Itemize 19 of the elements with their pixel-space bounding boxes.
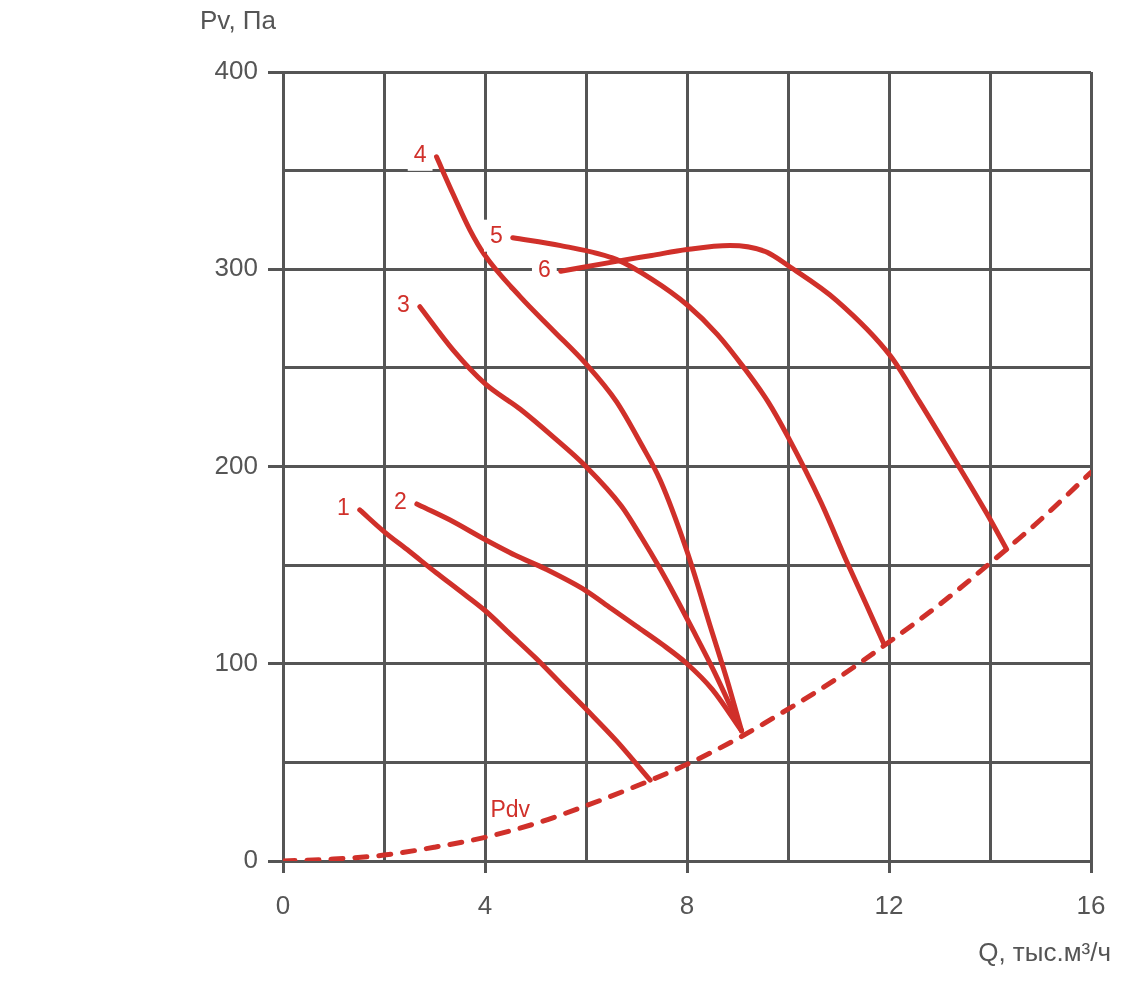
x-tick-label: 4 [477,889,493,920]
x-tick-label: 12 [874,889,904,920]
series-label: 5 [489,222,503,249]
x-axis-title: Q, тыс.м³/ч [978,937,1111,967]
series-label: 4 [413,141,427,168]
series-label: 1 [336,494,350,521]
y-tick-label: 100 [214,646,258,677]
y-axis-title: Pv, Па [200,5,277,35]
series-label: 2 [394,488,407,515]
x-tick-label: 0 [275,889,291,920]
x-tick-label: 16 [1076,889,1106,920]
x-tick-label: 8 [679,889,695,920]
y-tick-label: 0 [243,844,258,875]
series-label: 6 [537,255,551,282]
series-label: 3 [397,291,410,318]
y-tick-label: 200 [214,449,258,480]
y-tick-label: 300 [214,252,258,283]
y-tick-label: 400 [214,55,258,86]
series-label: Pdv [490,795,531,822]
